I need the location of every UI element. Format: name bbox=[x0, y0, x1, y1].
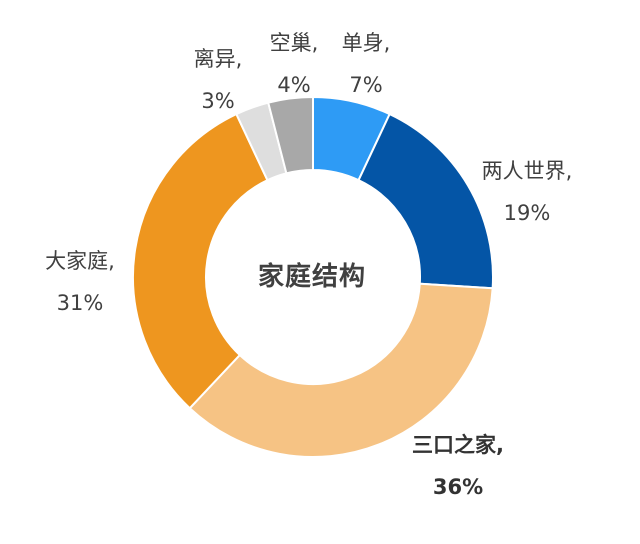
label-extended-family-name: 大家庭, bbox=[45, 249, 115, 273]
label-family-of-three-pct: 36% bbox=[432, 475, 484, 499]
label-empty-nest-name: 空巢, bbox=[269, 31, 319, 55]
label-divorced-pct: 3% bbox=[201, 89, 235, 113]
label-couple-pct: 19% bbox=[503, 201, 551, 225]
slice-extended-family bbox=[132, 112, 269, 410]
slice-couple bbox=[357, 112, 494, 290]
label-divorced: 离异, 3% bbox=[178, 38, 258, 122]
label-empty-nest: 空巢, 4% bbox=[254, 22, 334, 106]
label-divorced-name: 离异, bbox=[193, 47, 243, 71]
slice-empty-nest bbox=[267, 95, 314, 175]
label-extended-family-pct: 31% bbox=[56, 291, 104, 315]
label-family-of-three: 三口之家, 36% bbox=[398, 424, 518, 508]
label-couple: 两人世界, 19% bbox=[462, 150, 592, 234]
label-extended-family: 大家庭, 31% bbox=[30, 240, 130, 324]
label-single-name: 单身, bbox=[341, 31, 391, 55]
label-couple-name: 两人世界, bbox=[481, 159, 573, 183]
label-single: 单身, 7% bbox=[326, 22, 406, 106]
slice-family-of-three bbox=[188, 282, 494, 458]
label-family-of-three-name: 三口之家, bbox=[412, 433, 504, 457]
center-title: 家庭结构 bbox=[257, 262, 366, 292]
label-single-pct: 7% bbox=[349, 73, 383, 97]
label-empty-nest-pct: 4% bbox=[277, 73, 311, 97]
